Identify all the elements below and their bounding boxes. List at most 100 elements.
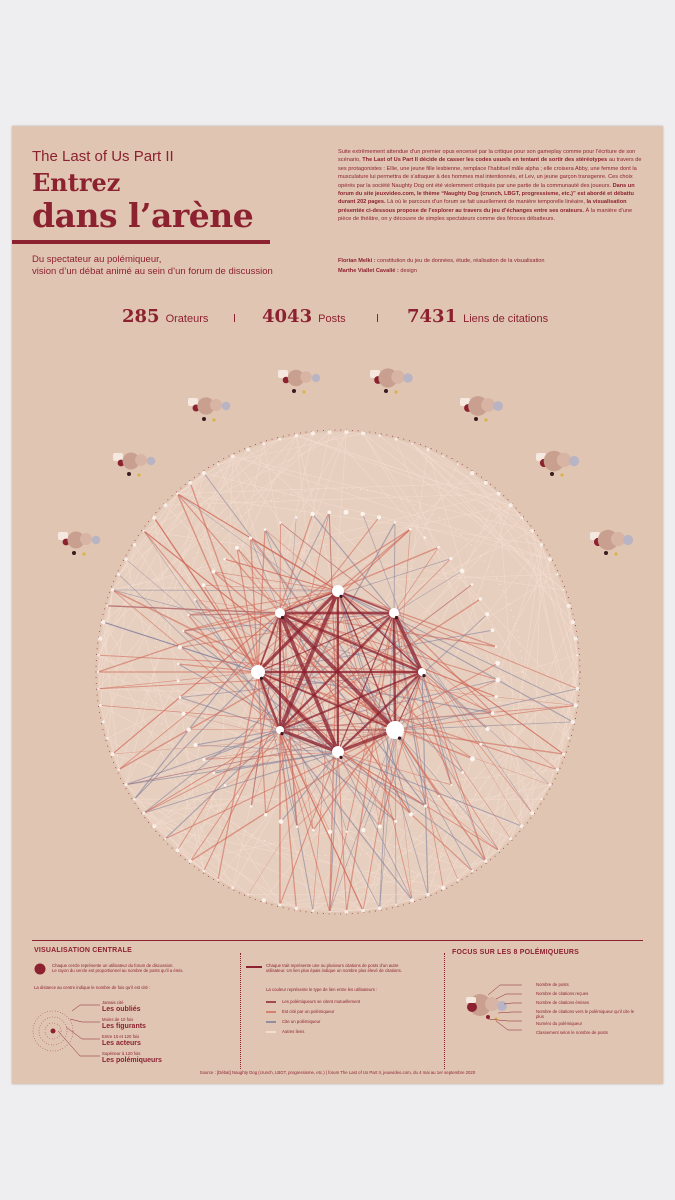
speaker-node [437,795,441,798]
polemiqueur-glyph [278,369,321,394]
link-cited-by [153,517,259,673]
link-other [143,769,558,814]
speaker-node [98,703,102,707]
link-cited-by [183,713,339,753]
link-cites [337,590,576,706]
link-other [112,493,499,591]
link-mutual [279,611,423,674]
speaker-node [479,742,483,746]
stat-separator [377,314,378,322]
poster: The Last of Us Part II Entrez dans l’arè… [12,126,663,1084]
legend: VISUALISATION CENTRALE Chaque cercle rep… [32,940,643,1069]
speaker-node [577,671,579,673]
link-cited-by [178,663,259,673]
link-cited-by [203,751,339,760]
link-mutual [256,670,340,754]
link-cited-by [112,589,281,731]
glyph-rank [614,552,618,556]
link-other [362,505,511,911]
link-cited-by [279,751,339,906]
glyph-number [127,472,131,476]
link-other [143,812,297,909]
link-other [100,638,234,888]
speaker-node [555,767,559,772]
link-other [153,517,205,872]
link-cited-by [379,671,423,827]
speaker-node [176,679,180,683]
polemiqueur-glyph [590,529,634,556]
focus-item-3: Nombre de citations émises [536,1000,590,1005]
link-cited-by [203,584,339,592]
link-cites [183,630,339,753]
link-cited-by [337,679,498,753]
link-cited-by [279,612,314,831]
link-other [362,559,551,911]
speaker-node [188,859,192,863]
glyph-top-target [493,401,503,411]
legend-circle-icon [34,963,46,975]
glyph-emitted [391,370,405,384]
link-other [177,482,486,494]
link-other [98,433,314,689]
link-cited-by [393,612,453,786]
link-other [165,472,204,506]
link-cited-by [394,704,576,731]
link-cited-by [393,547,439,614]
polemiqueur-glyph [460,396,503,422]
link-other [100,435,297,639]
speaker-node [262,442,266,446]
link-cited-by [393,612,578,690]
link-cited-by [328,512,339,753]
link-cited-by [236,547,259,673]
link-other [203,472,550,560]
speaker-node [164,837,167,840]
link-cites [362,513,423,673]
speaker-node [278,437,282,441]
polemiqueur-glyphs [58,368,634,556]
link-other [177,443,265,851]
link-cited-by [217,671,259,880]
link-other [411,443,573,623]
speaker-node [101,619,106,625]
link-mutual [256,671,282,731]
credit-role-2: design [400,268,417,274]
link-other [118,456,234,770]
speaker-node [261,898,266,903]
link-other [177,438,281,494]
speaker-node [110,752,115,757]
speaker-node [457,463,459,466]
link-cited-by [183,630,259,673]
speaker-node [96,670,100,674]
link-other [568,605,576,706]
speaker-node [483,480,488,485]
speaker-node [376,515,382,520]
speaker-node [408,527,412,531]
speaker-node [423,536,427,539]
speaker-node [361,431,366,436]
speaker-node [497,849,500,852]
speaker-node [495,660,501,666]
glyph-received [67,531,85,549]
speaker-node [361,908,365,913]
glyph-badge [370,370,380,378]
glyph-posts [282,376,290,384]
link-other [362,433,558,770]
link-cites [363,671,423,831]
polemiqueur-node [251,665,265,679]
legend-focus-glyph [466,984,522,1031]
speaker-node [573,636,578,641]
speaker-node [117,768,121,771]
focus-item-6: Classement selon le nombre de posts [536,1030,608,1035]
link-other [568,605,574,623]
speaker-node [423,804,428,808]
link-cites [379,612,395,909]
glyph-number [550,472,554,476]
speaker-node [539,543,544,547]
link-other [263,433,313,445]
speaker-node [426,448,430,451]
link-cited-by [279,612,497,648]
link-other [103,431,330,623]
focus-item-4: Nombre de citations vers le polémiqueur … [536,1009,635,1020]
speaker-node [441,885,446,890]
link-cited-by [249,537,259,673]
